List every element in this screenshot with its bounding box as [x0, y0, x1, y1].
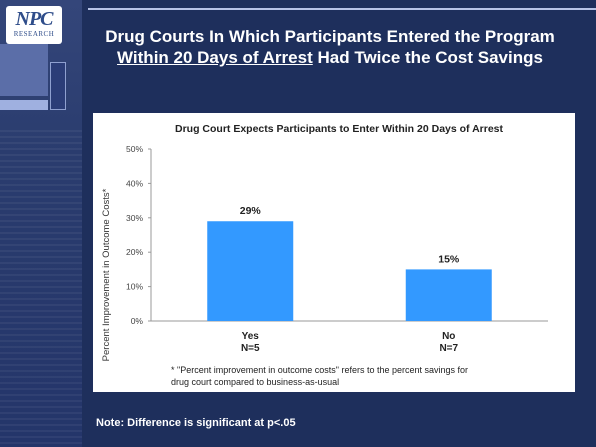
- y-axis-label: Percent Improvement in Outcome Costs*: [101, 188, 112, 361]
- footnote-line-2: drug court compared to business-as-usual: [171, 377, 339, 387]
- logo-mark: NPC: [10, 8, 58, 30]
- y-tick-label: 40%: [126, 178, 143, 188]
- bar: [207, 221, 293, 321]
- chart-panel: Drug Court Expects Participants to Enter…: [93, 113, 575, 392]
- y-tick-label: 50%: [126, 144, 143, 154]
- logo-subtitle: RESEARCH: [8, 30, 60, 40]
- x-category-label: Yes: [242, 331, 260, 342]
- y-ticks: 0% 10% 20% 30% 40% 50%: [126, 144, 151, 326]
- bar: [406, 269, 492, 321]
- bar-value-label: 15%: [438, 253, 460, 265]
- decor-block-b: [50, 62, 66, 110]
- title-part-1: Drug Courts In Which Participants Entere…: [105, 27, 555, 46]
- y-tick-label: 20%: [126, 247, 143, 257]
- decor-block-c: [0, 100, 48, 110]
- bar-value-label: 29%: [240, 205, 262, 217]
- significance-note: Note: Difference is significant at p<.05: [96, 417, 296, 429]
- title-underlined: Within 20 Days of Arrest: [117, 48, 313, 67]
- bar-chart: Drug Court Expects Participants to Enter…: [93, 113, 575, 392]
- npc-research-logo: NPC RESEARCH: [6, 6, 62, 44]
- header-rule: [88, 8, 596, 10]
- x-category-n: N=7: [439, 343, 458, 354]
- left-decor-stripes: [0, 130, 82, 447]
- y-tick-label: 30%: [126, 213, 143, 223]
- chart-title: Drug Court Expects Participants to Enter…: [175, 123, 504, 135]
- x-category-label: No: [442, 331, 455, 342]
- footnote-line-1: * "Percent improvement in outcome costs"…: [171, 365, 468, 375]
- decor-block-a: [0, 44, 48, 96]
- y-tick-label: 0%: [131, 316, 144, 326]
- bars: 29% 15%: [207, 205, 492, 321]
- title-part-2: Had Twice the Cost Savings: [317, 48, 542, 67]
- slide-title: Drug Courts In Which Participants Entere…: [95, 26, 565, 68]
- y-tick-label: 10%: [126, 282, 143, 292]
- x-category-n: N=5: [241, 343, 260, 354]
